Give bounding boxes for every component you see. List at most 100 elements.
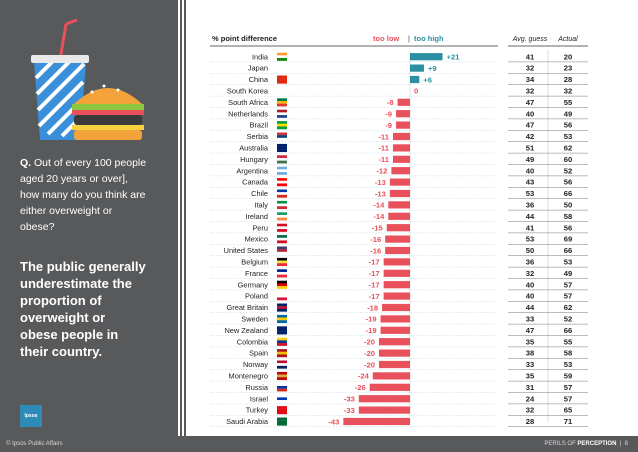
flag-icon-band (277, 246, 287, 250)
flag-icon-band (277, 92, 287, 96)
flag-icon-band (277, 86, 287, 90)
difference-label: -26 (355, 383, 366, 392)
flag-icon-band (277, 229, 287, 232)
avg-guess-value: 33 (526, 360, 534, 369)
difference-bar (396, 110, 410, 118)
flag-icon-band (277, 217, 287, 221)
difference-label: -20 (364, 349, 375, 358)
country-label: Chile (251, 189, 268, 198)
flag-icon-band (277, 192, 287, 195)
flag-icon-band (277, 194, 287, 198)
flag-icon-band (277, 109, 287, 113)
flag-icon-band (277, 137, 287, 141)
flag-icon-band (277, 146, 287, 150)
flag-icon-band (277, 180, 287, 184)
country-label: Canada (242, 178, 269, 187)
flag-icon-band (277, 257, 287, 261)
difference-label: -11 (378, 144, 389, 153)
difference-label: +21 (447, 53, 461, 62)
flag-icon-band (277, 214, 287, 218)
flag-icon-band (277, 178, 287, 181)
flag-icon-band (277, 64, 287, 67)
actual-value: 57 (564, 292, 572, 301)
avg-guess-value: 51 (526, 144, 535, 153)
actual-value: 53 (564, 258, 572, 267)
country-label: China (249, 75, 269, 84)
flag-icon-band (277, 132, 287, 136)
flag-icon-band (277, 55, 287, 59)
flag-icon-band (277, 371, 287, 375)
country-label: Montenegro (229, 372, 268, 381)
actual-value: 71 (564, 417, 573, 426)
actual-value: 52 (564, 166, 572, 175)
flag-icon-band (277, 123, 287, 127)
country-label: Poland (245, 292, 268, 301)
difference-bar (410, 75, 420, 84)
flag-icon-band (277, 149, 287, 153)
key-finding: The public generally underestimate the p… (20, 259, 146, 359)
divider-stripe (176, 0, 188, 436)
flag-icon-band (277, 422, 287, 426)
country-label: Brazil (250, 121, 269, 130)
country-label: Peru (252, 223, 268, 232)
difference-bar (379, 360, 410, 369)
flag-icon-band (277, 417, 287, 421)
avg-guess-value: 38 (526, 349, 534, 358)
difference-bar (358, 395, 410, 403)
flag-icon-band (277, 75, 287, 79)
avg-guess-value: 41 (526, 223, 535, 232)
country-label: Italy (254, 201, 268, 210)
country-label: Saudi Arabia (226, 417, 269, 426)
actual-value: 53 (564, 360, 572, 369)
flag-icon-band (277, 80, 287, 84)
difference-bar (396, 121, 410, 129)
difference-bar (391, 167, 410, 175)
flag-icon-band (277, 408, 287, 412)
actual-value: 59 (564, 372, 572, 381)
flag-icon-band (277, 58, 287, 61)
chart-title: % point difference (212, 34, 277, 43)
straw-icon (58, 23, 68, 61)
actual-value: 23 (564, 64, 572, 73)
difference-label: -15 (372, 224, 384, 233)
flag-icon-band (277, 283, 287, 287)
difference-bar (397, 98, 410, 106)
flag-icon-band (277, 271, 287, 275)
actual-value: 56 (564, 121, 572, 130)
country-label: South Korea (227, 87, 269, 96)
flag-icon-band (277, 385, 287, 389)
difference-bar (385, 246, 410, 255)
avg-guess-value: 47 (526, 121, 534, 130)
difference-bar (386, 224, 410, 232)
actual-value: 56 (564, 178, 572, 187)
flag-icon-band (277, 328, 287, 332)
avg-guess-value: 44 (526, 212, 535, 221)
flag-icon-band (277, 166, 287, 170)
avg-guess-value: 40 (526, 292, 534, 301)
avg-guess-value: 24 (526, 394, 535, 403)
difference-bar (383, 269, 410, 277)
avg-guess-value: 33 (526, 315, 534, 324)
legend-too-low: too low (373, 34, 399, 43)
actual-value: 58 (564, 349, 572, 358)
flag-icon-band (277, 226, 287, 230)
difference-bar (383, 281, 410, 289)
flag-icon-band (277, 394, 287, 398)
difference-label: -13 (375, 189, 386, 198)
flag-icon-band (277, 274, 287, 278)
flag-icon-band (277, 349, 287, 352)
difference-bar (372, 372, 410, 380)
country-label: Colombia (237, 337, 269, 346)
flag-icon-band (277, 286, 287, 289)
flag-icon-band (277, 112, 287, 116)
flag-icon-band (277, 365, 287, 369)
flag-icon-band (277, 326, 287, 330)
country-label: France (245, 269, 268, 278)
difference-label: -14 (373, 201, 385, 210)
footer: © Ipsos Public Affairs PERILS OF PERCEPT… (0, 436, 638, 452)
flag-icon-band (277, 269, 287, 273)
actual-value: 65 (564, 406, 573, 415)
legend-too-high: too high (414, 34, 444, 43)
actual-value: 50 (564, 201, 572, 210)
series-name: PERILS OF PERCEPTION | 8 (544, 441, 628, 447)
